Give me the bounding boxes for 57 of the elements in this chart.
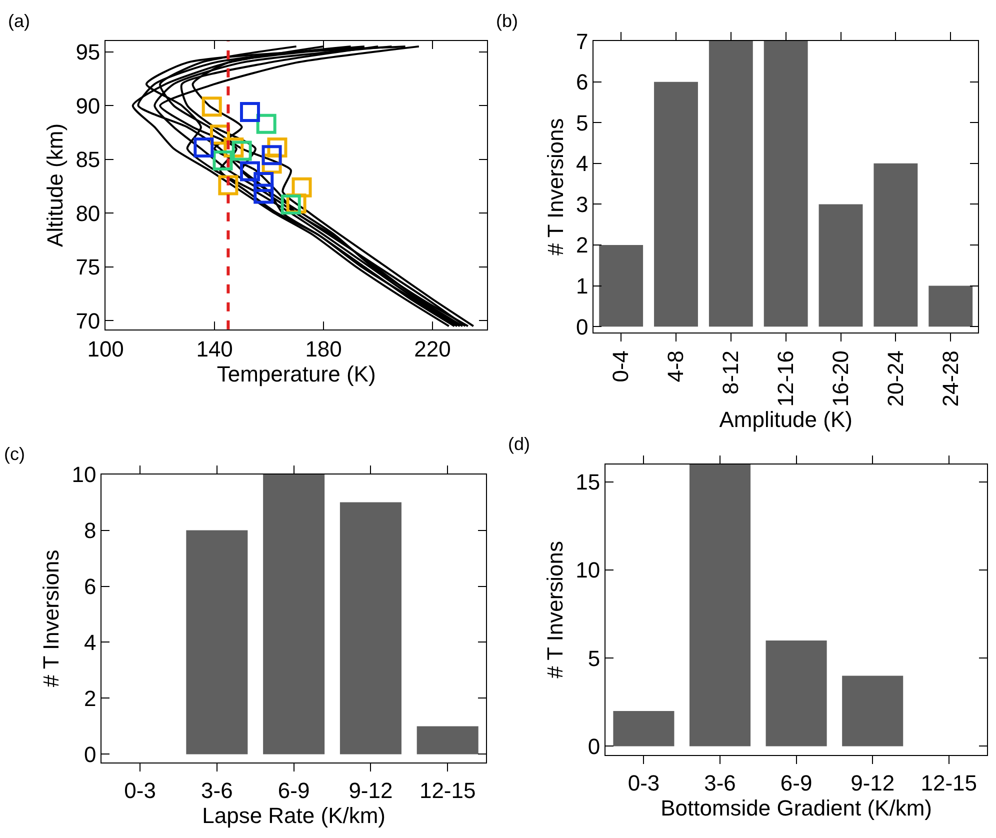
- y-tick-label: 3: [576, 192, 588, 217]
- x-tick-label: 0-3: [124, 778, 156, 803]
- x-axis-title: Amplitude (K): [719, 406, 852, 432]
- y-tick-label: 2: [84, 686, 96, 711]
- y-tick-label: 7: [576, 28, 588, 54]
- y-tick-label: 0: [576, 314, 588, 340]
- y-tick-label: 80: [76, 200, 100, 226]
- x-tick-label: 24-28: [938, 350, 963, 407]
- x-tick-label: 6-9: [278, 778, 310, 803]
- x-tick-label: 12-15: [920, 770, 978, 796]
- chart-title: (a): [8, 11, 30, 31]
- chart-title: (c): [4, 444, 25, 464]
- y-tick-label: 4: [576, 151, 588, 176]
- y-tick-label: 0: [84, 742, 96, 767]
- y-tick-label: 95: [76, 40, 100, 65]
- y-axis-title: Altitude (km): [42, 123, 68, 247]
- y-tick-label: 10: [576, 558, 600, 583]
- x-axis-title: Temperature (K): [216, 362, 376, 387]
- y-axis-title: # T Inversions: [542, 540, 568, 678]
- x-tick-label: 12-15: [419, 778, 476, 803]
- chart-title: (b): [496, 11, 518, 31]
- y-tick-label: 90: [76, 93, 100, 118]
- x-tick-label: 100: [87, 336, 124, 362]
- x-tick-label: 180: [305, 336, 342, 362]
- y-tick-label: 5: [588, 646, 600, 671]
- x-tick-label: 16-20: [828, 350, 853, 407]
- y-tick-label: 85: [76, 147, 100, 172]
- x-axis-title: Lapse Rate (K/km): [202, 802, 386, 828]
- x-tick-label: 6-9: [780, 770, 812, 796]
- x-axis-title: Bottomside Gradient (K/km): [660, 795, 932, 820]
- y-axis-title: # T Inversions: [38, 550, 64, 688]
- y-tick-label: 1: [576, 273, 588, 298]
- x-tick-label: 9-12: [850, 770, 895, 796]
- y-tick-label: 0: [588, 734, 600, 759]
- y-tick-label: 5: [576, 110, 588, 136]
- y-tick-label: 4: [84, 630, 96, 655]
- y-tick-label: 75: [76, 254, 100, 280]
- x-tick-label: 8-12: [718, 350, 744, 395]
- x-tick-label: 3-6: [201, 778, 233, 803]
- y-tick-label: 6: [84, 574, 96, 599]
- y-axis-title: # T Inversions: [542, 118, 568, 256]
- chart-title: (d): [508, 434, 530, 454]
- x-tick-label: 0-4: [608, 350, 634, 382]
- y-tick-label: 6: [576, 70, 588, 95]
- y-tick-label: 10: [72, 462, 96, 488]
- x-tick-label: 12-16: [772, 350, 798, 407]
- x-tick-label: 220: [414, 336, 451, 362]
- y-tick-label: 8: [84, 518, 96, 543]
- x-tick-label: 140: [196, 336, 233, 362]
- x-tick-label: 20-24: [882, 350, 908, 407]
- y-tick-label: 2: [576, 232, 588, 258]
- x-tick-label: 0-3: [628, 770, 660, 796]
- y-tick-label: 15: [576, 470, 600, 495]
- y-tick-label: 70: [76, 308, 100, 334]
- x-tick-label: 9-12: [348, 778, 393, 803]
- x-tick-label: 3-6: [704, 770, 736, 796]
- x-tick-label: 4-8: [663, 350, 688, 382]
